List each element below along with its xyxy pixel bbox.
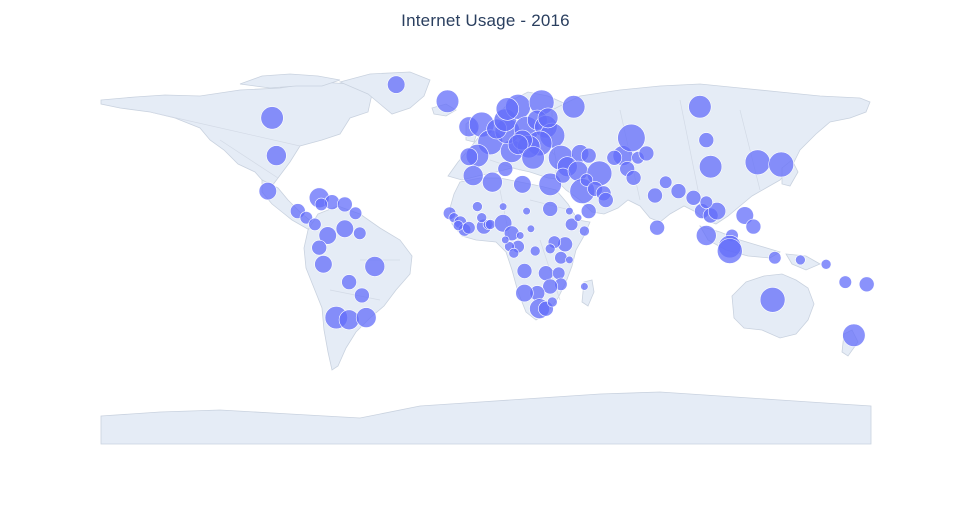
- bubble-marker[interactable]: [355, 307, 377, 328]
- bubble-marker[interactable]: [484, 219, 496, 230]
- bubble-marker[interactable]: [354, 287, 370, 304]
- bubble-marker[interactable]: [526, 224, 536, 233]
- bubble-marker[interactable]: [670, 183, 687, 199]
- bubble-marker[interactable]: [647, 187, 663, 204]
- bubble-marker[interactable]: [538, 172, 562, 196]
- bubble-marker[interactable]: [580, 147, 597, 164]
- bubble-marker[interactable]: [625, 170, 642, 186]
- bubble-marker[interactable]: [497, 161, 514, 177]
- bubble-marker[interactable]: [745, 218, 762, 235]
- bubble-marker[interactable]: [564, 217, 579, 231]
- bubble-marker[interactable]: [336, 196, 353, 213]
- bubble-marker[interactable]: [735, 206, 754, 225]
- bubble-marker[interactable]: [552, 266, 566, 280]
- bubble-marker[interactable]: [529, 245, 541, 257]
- bubble-marker[interactable]: [314, 197, 328, 211]
- bubble-marker[interactable]: [649, 219, 665, 236]
- bubble-marker[interactable]: [698, 132, 715, 148]
- bubble-marker[interactable]: [364, 256, 386, 277]
- bubble-marker[interactable]: [542, 278, 559, 295]
- bubble-marker[interactable]: [562, 95, 586, 119]
- landmass-south-america: [303, 205, 413, 371]
- bubble-marker[interactable]: [335, 219, 354, 238]
- bubble-layer[interactable]: [258, 75, 875, 347]
- bubble-marker[interactable]: [452, 220, 464, 231]
- bubble-marker[interactable]: [716, 238, 743, 264]
- bubble-marker[interactable]: [508, 247, 520, 259]
- bubble-marker[interactable]: [435, 89, 460, 113]
- bubble-marker[interactable]: [617, 123, 646, 152]
- bubble-marker[interactable]: [698, 155, 723, 179]
- bubble-marker[interactable]: [554, 251, 568, 265]
- bubble-marker[interactable]: [462, 165, 484, 186]
- bubble-marker[interactable]: [515, 284, 534, 303]
- bubble-marker[interactable]: [521, 146, 545, 170]
- bubble-marker[interactable]: [499, 202, 508, 211]
- bubble-marker[interactable]: [462, 221, 476, 235]
- landmass-greenland: [338, 71, 431, 115]
- bubble-marker[interactable]: [699, 195, 713, 209]
- chart-title: Internet Usage - 2016: [401, 11, 570, 30]
- bubble-marker[interactable]: [482, 171, 503, 193]
- bubble-marker[interactable]: [476, 212, 488, 223]
- bubble-marker[interactable]: [580, 203, 597, 219]
- bubble-marker[interactable]: [542, 201, 559, 217]
- bubble-marker[interactable]: [472, 201, 483, 212]
- bubble-marker[interactable]: [459, 147, 479, 166]
- bubble-marker[interactable]: [544, 243, 556, 255]
- bubble-marker[interactable]: [795, 254, 806, 266]
- bubble-marker[interactable]: [258, 182, 277, 201]
- bubble-marker[interactable]: [387, 75, 406, 94]
- bubble-marker[interactable]: [579, 173, 594, 187]
- bubble-marker[interactable]: [516, 231, 525, 240]
- bubble-marker[interactable]: [707, 202, 727, 221]
- bubble-marker[interactable]: [314, 255, 333, 274]
- bubble-marker[interactable]: [495, 97, 520, 121]
- bubble-marker[interactable]: [606, 150, 623, 166]
- bubble-marker[interactable]: [311, 239, 328, 256]
- bubble-marker[interactable]: [768, 151, 795, 178]
- bubble-marker[interactable]: [638, 145, 655, 162]
- bubble-marker[interactable]: [546, 296, 558, 308]
- bubble-marker[interactable]: [565, 255, 574, 265]
- bubble-marker[interactable]: [266, 145, 287, 166]
- bubble-marker[interactable]: [537, 107, 559, 129]
- bubble-marker[interactable]: [838, 275, 852, 289]
- landmass-north-america: [100, 81, 373, 187]
- bubble-marker[interactable]: [820, 258, 832, 270]
- bubble-marker[interactable]: [318, 226, 337, 245]
- bubble-marker[interactable]: [659, 175, 673, 189]
- bubble-marker[interactable]: [597, 192, 614, 208]
- bubble-marker[interactable]: [338, 309, 360, 331]
- bubble-marker[interactable]: [538, 265, 554, 282]
- bubble-marker[interactable]: [516, 263, 533, 279]
- bubble-marker[interactable]: [759, 286, 786, 313]
- bubble-marker[interactable]: [565, 207, 574, 216]
- bubble-marker[interactable]: [744, 149, 771, 176]
- landmass-antarctica: [100, 391, 872, 445]
- bubble-marker[interactable]: [501, 235, 510, 244]
- bubble-marker[interactable]: [685, 190, 702, 206]
- bubble-marker[interactable]: [341, 274, 357, 290]
- bubble-marker[interactable]: [353, 226, 367, 240]
- bubble-marker[interactable]: [260, 106, 284, 130]
- bubble-marker[interactable]: [695, 225, 717, 246]
- bubble-marker[interactable]: [507, 134, 529, 155]
- bubble-marker[interactable]: [573, 213, 583, 222]
- bubble-marker[interactable]: [688, 95, 712, 119]
- bubble-marker[interactable]: [308, 217, 322, 231]
- bubble-marker[interactable]: [522, 207, 531, 216]
- bubble-marker[interactable]: [348, 206, 363, 220]
- bubble-marker[interactable]: [580, 282, 589, 291]
- bubble-marker[interactable]: [579, 225, 590, 237]
- landmass-arctic-islands: [239, 73, 341, 89]
- bubble-marker[interactable]: [858, 276, 875, 293]
- bubble-marker[interactable]: [513, 175, 532, 194]
- bubble-marker[interactable]: [842, 323, 866, 347]
- bubble-marker[interactable]: [768, 251, 782, 265]
